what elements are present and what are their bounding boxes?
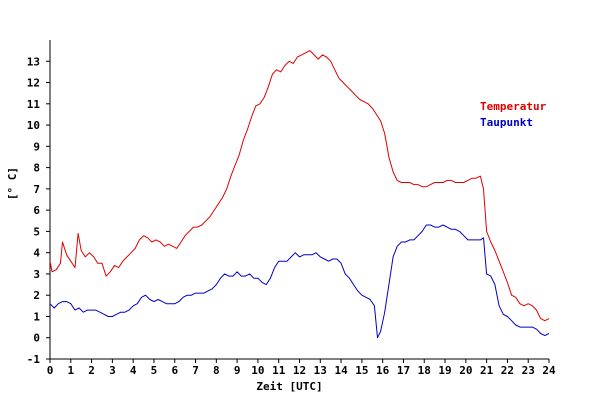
- series-line-taupunkt: [49, 224, 550, 339]
- x-tick-label: 2: [88, 364, 95, 377]
- y-axis-title: [° C]: [6, 167, 19, 200]
- x-tick-label: 14: [334, 364, 348, 377]
- x-tick-label: 1: [67, 364, 74, 377]
- x-tick-label: 7: [192, 364, 199, 377]
- x-tick-label: 3: [109, 364, 116, 377]
- x-tick-label: 20: [459, 364, 472, 377]
- y-tick-label: 2: [33, 289, 40, 302]
- x-tick-label: 9: [234, 364, 241, 377]
- legend-entry-temperatur: Temperatur: [480, 100, 547, 113]
- x-tick-label: 5: [151, 364, 158, 377]
- x-tick-label: 21: [480, 364, 494, 377]
- y-tick-label: 9: [33, 140, 40, 153]
- x-tick-label: 0: [47, 364, 54, 377]
- y-tick-label: 5: [33, 225, 40, 238]
- x-tick-label: 6: [171, 364, 178, 377]
- x-tick-label: 17: [397, 364, 410, 377]
- y-tick-label: 8: [33, 162, 40, 175]
- y-tick-label: 6: [33, 204, 40, 217]
- y-tick-label: 10: [27, 119, 40, 132]
- x-tick-label: 18: [418, 364, 431, 377]
- x-tick-label: 12: [293, 364, 306, 377]
- y-tick-label: 7: [33, 183, 40, 196]
- y-tick-label: -1: [27, 353, 41, 366]
- y-tick-label: 13: [27, 55, 40, 68]
- legend-entry-taupunkt: Taupunkt: [480, 116, 533, 129]
- x-tick-label: 15: [355, 364, 368, 377]
- legend: Temperatur Taupunkt: [480, 100, 547, 129]
- x-tick-label: 8: [213, 364, 220, 377]
- y-tick-label: 12: [27, 77, 40, 90]
- y-tick-label: 1: [33, 310, 40, 323]
- series-line-temperatur: [49, 50, 550, 322]
- series-layer: [49, 50, 550, 339]
- y-tick-label: 4: [33, 247, 40, 260]
- x-tick-label: 19: [438, 364, 451, 377]
- x-tick-label: 22: [501, 364, 514, 377]
- x-axis-title: Zeit [UTC]: [256, 380, 322, 393]
- x-tick-label: 16: [376, 364, 390, 377]
- y-tick-label: 3: [33, 268, 40, 281]
- y-tick-label: 11: [27, 98, 41, 111]
- x-tick-label: 24: [542, 364, 556, 377]
- x-tick-label: 10: [251, 364, 264, 377]
- y-tick-label: 0: [33, 332, 40, 345]
- x-tick-label: 13: [314, 364, 327, 377]
- x-tick-label: 4: [130, 364, 137, 377]
- x-tick-label: 23: [522, 364, 535, 377]
- x-tick-label: 11: [272, 364, 286, 377]
